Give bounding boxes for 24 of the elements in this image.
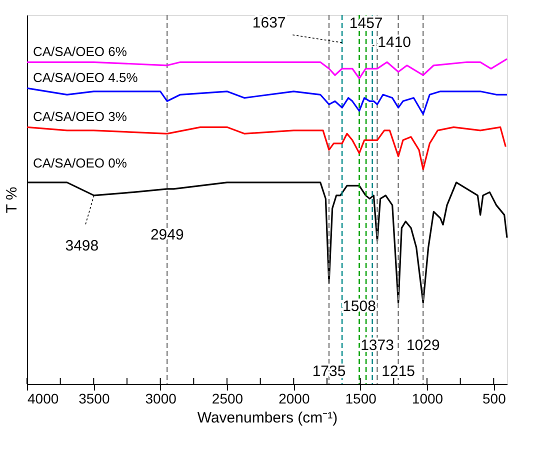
x-tick-label: 3500 bbox=[78, 390, 110, 406]
series-label: CA/SA/OEO 0% bbox=[33, 155, 128, 170]
annotation: 1508 bbox=[342, 298, 376, 315]
annotation: 1637 bbox=[252, 14, 286, 32]
x-tick-label: 1500 bbox=[345, 390, 377, 406]
annotation: 2949 bbox=[150, 226, 184, 244]
x-axis-title: Wavenumbers (cm⁻¹) bbox=[197, 410, 338, 426]
x-tick-label: 2500 bbox=[212, 390, 244, 406]
annotation: 1215 bbox=[382, 362, 416, 380]
annotation: 3498 bbox=[65, 237, 99, 254]
x-tick-label: 3000 bbox=[145, 390, 177, 406]
series-label: CA/SA/OEO 4.5% bbox=[33, 70, 138, 86]
series-label: CA/SA/OEO 3% bbox=[33, 109, 128, 124]
x-tick-label: 500 bbox=[482, 390, 506, 406]
x-tick-label: 4000 bbox=[28, 390, 59, 406]
series-label: CA/SA/OEO 6% bbox=[33, 44, 128, 60]
x-tick-label: 2000 bbox=[278, 390, 310, 406]
y-axis-title: T % bbox=[4, 186, 20, 214]
annotation: 1735 bbox=[312, 362, 346, 380]
annotation: 1457 bbox=[349, 15, 383, 32]
annotation: 1373 bbox=[360, 336, 394, 354]
x-tick-label: 1000 bbox=[412, 390, 444, 406]
annotation: 1029 bbox=[406, 336, 440, 354]
annotation: 1410 bbox=[378, 34, 412, 51]
